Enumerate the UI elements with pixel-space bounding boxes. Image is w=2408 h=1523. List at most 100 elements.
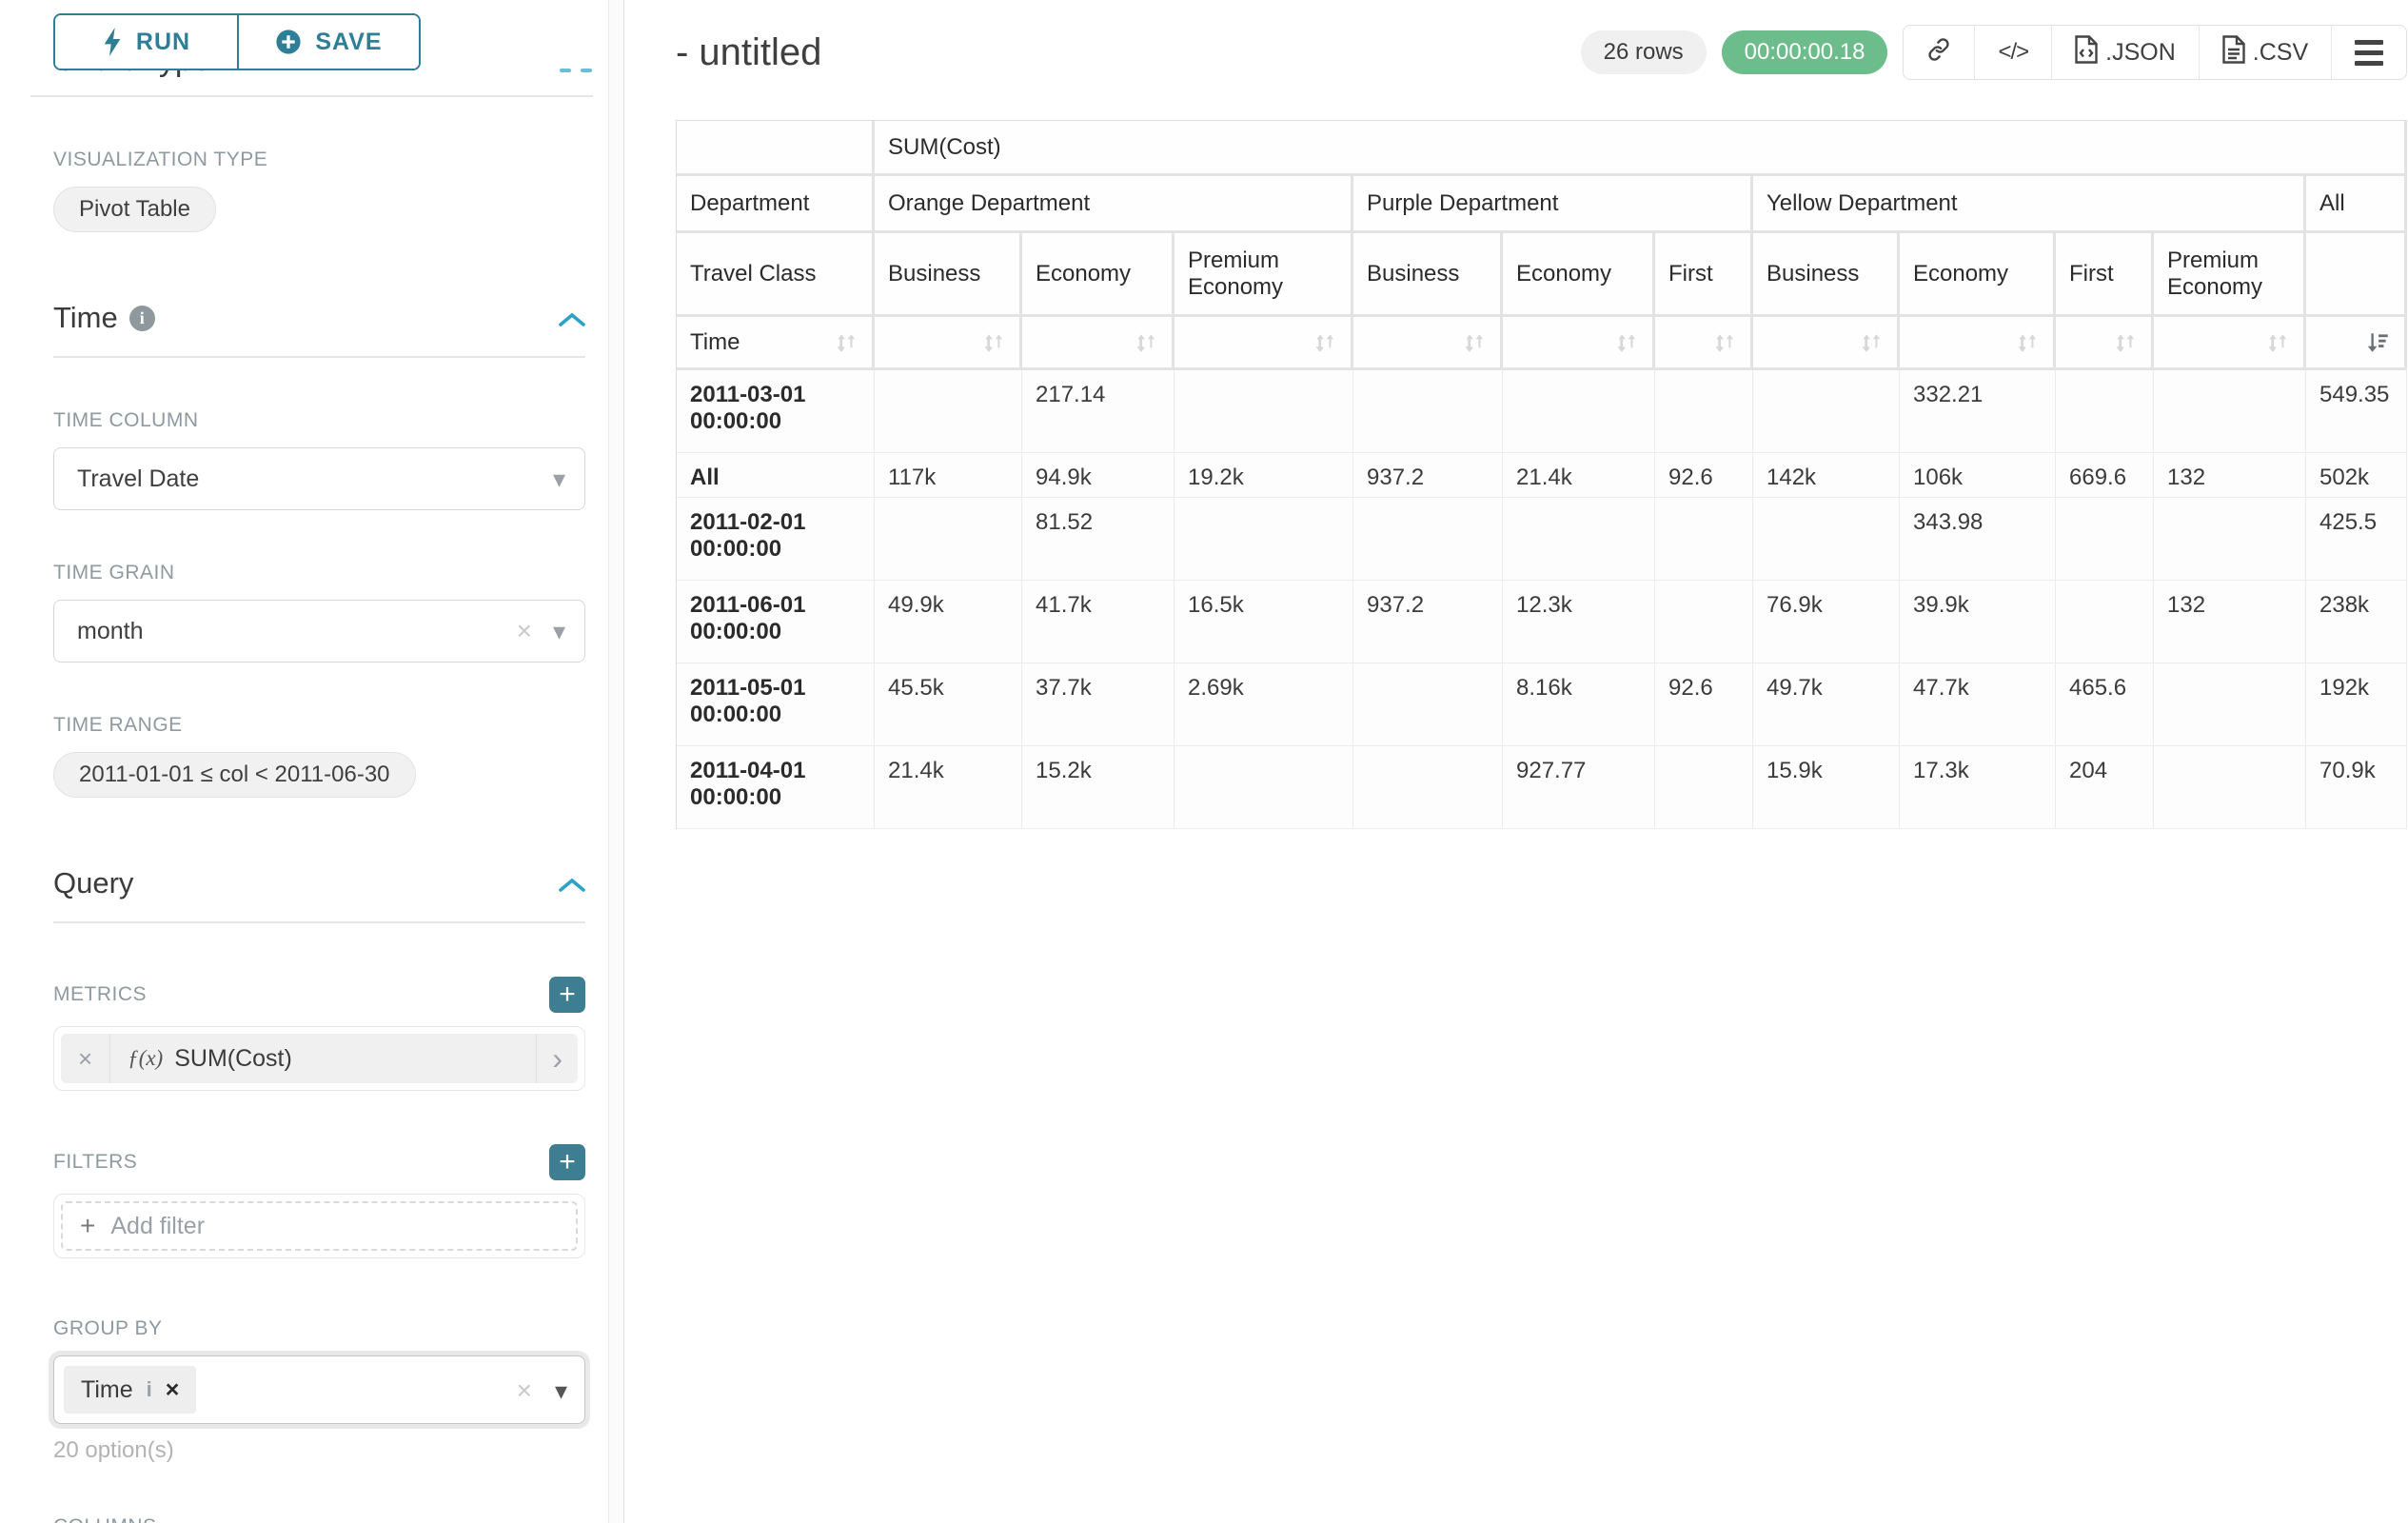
chevron-up-icon[interactable] [559, 301, 585, 335]
pivot-sort-cell [2056, 317, 2154, 370]
time-column-select[interactable]: Travel Date ▾ [53, 447, 585, 510]
control-panel: Chart Type RUN SAVE VISUALIZATION TY [0, 0, 624, 1523]
query-timer-badge: 00:00:00.18 [1721, 30, 1888, 74]
pivot-value-cell: 217.14 [1022, 370, 1174, 453]
remove-metric-icon[interactable]: × [61, 1034, 111, 1083]
pivot-sort-cell [1753, 317, 1900, 370]
pivot-value-cell: 19.2k [1174, 453, 1353, 498]
group-by-tag[interactable]: Time i × [64, 1366, 197, 1414]
metric-name: SUM(Cost) [174, 1044, 292, 1072]
sort-toggle-icon[interactable] [2265, 330, 2290, 355]
time-grain-select[interactable]: month × ▾ [53, 600, 585, 663]
sort-toggle-icon[interactable] [1614, 330, 1639, 355]
pivot-data-row: 2011-06-01 00:00:00 49.9k 41.7k 16.5k 937.2 1… [677, 581, 2408, 663]
hamburger-icon [2355, 39, 2384, 66]
pivot-value-cell: 937.2 [1353, 581, 1503, 663]
add-filter-button[interactable]: + [549, 1144, 585, 1180]
menu-button[interactable] [2331, 26, 2406, 79]
pivot-row-label: 2011-02-01 00:00:00 [677, 498, 875, 581]
pivot-sort-cell [2154, 317, 2306, 370]
share-link-button[interactable] [1904, 26, 1974, 79]
panel-scrollbar[interactable] [608, 0, 623, 1523]
clear-icon[interactable]: × [516, 1375, 532, 1405]
sort-toggle-icon[interactable] [834, 330, 859, 355]
pivot-value-cell: 8.16k [1503, 663, 1655, 746]
sort-toggle-icon[interactable] [1462, 330, 1487, 355]
pivot-sort-cell [1503, 317, 1655, 370]
collapse-chevron-fragment-icon [560, 69, 571, 72]
pivot-value-cell [2154, 370, 2306, 453]
time-range-value: 2011-01-01 ≤ col < 2011-06-30 [79, 762, 390, 787]
lightning-icon [102, 28, 123, 56]
pivot-sort-cell [2306, 317, 2408, 370]
pivot-class-header: Economy [1503, 233, 1655, 317]
group-by-select[interactable]: Time i × × ▾ [53, 1355, 585, 1424]
time-column-value: Travel Date [77, 465, 200, 492]
pivot-value-cell: 16.5k [1174, 581, 1353, 663]
sort-toggle-icon[interactable] [2015, 330, 2040, 355]
columns-label: COLUMNS [53, 1515, 585, 1523]
sort-toggle-icon[interactable] [1712, 330, 1737, 355]
visualization-type-label: VISUALIZATION TYPE [53, 148, 268, 170]
time-range-pill[interactable]: 2011-01-01 ≤ col < 2011-06-30 [53, 752, 416, 798]
pivot-class-header: First [2056, 233, 2154, 317]
export-csv-button[interactable]: .CSV [2198, 26, 2331, 79]
sort-toggle-icon[interactable] [2113, 330, 2138, 355]
pivot-class-header: Premium Economy [1174, 233, 1353, 317]
pivot-row-label: 2011-04-01 00:00:00 [677, 746, 875, 829]
save-button-label: SAVE [315, 28, 383, 55]
group-by-label: GROUP BY [53, 1317, 163, 1339]
query-section-header[interactable]: Query [53, 866, 585, 900]
sort-toggle-icon[interactable] [1859, 330, 1884, 355]
clear-icon[interactable]: × [516, 616, 532, 645]
sort-toggle-icon[interactable] [981, 330, 1006, 355]
pivot-time-sort-cell: Time [677, 317, 875, 370]
caret-down-icon: ▾ [552, 617, 565, 645]
tag-label: Time [81, 1375, 133, 1403]
time-section-header[interactable]: Time i [53, 301, 585, 335]
pivot-row-label: All [677, 453, 875, 498]
run-save-button-group: RUN SAVE [53, 13, 421, 70]
pivot-value-cell: 70.9k [2306, 746, 2408, 829]
chart-title: - untitled [676, 30, 822, 73]
group-by-options-count: 20 option(s) [53, 1437, 174, 1463]
chevron-right-icon[interactable]: › [536, 1034, 578, 1083]
pivot-row-label: 2011-05-01 00:00:00 [677, 663, 875, 746]
caret-down-icon[interactable]: ▾ [554, 1376, 567, 1405]
metrics-control: × ƒ(x) SUM(Cost) › [53, 1026, 585, 1091]
pivot-value-cell [2154, 746, 2306, 829]
pivot-data-row: 2011-04-01 00:00:00 21.4k 15.2k 927.77 15.9k… [677, 746, 2408, 829]
visualization-type-value: Pivot Table [79, 196, 190, 222]
add-filter-dropzone[interactable]: + Add filter [61, 1201, 578, 1251]
pivot-value-cell: 92.6 [1655, 453, 1753, 498]
tag-close-icon[interactable]: × [165, 1375, 180, 1403]
pivot-value-cell [1353, 498, 1503, 581]
pivot-value-cell [1174, 498, 1353, 581]
save-button[interactable]: SAVE [237, 15, 419, 69]
visualization-type-pill[interactable]: Pivot Table [53, 187, 216, 232]
pivot-table: SUM(Cost) Department Orange Department Purp… [676, 120, 2408, 829]
pivot-class-header: Business [1753, 233, 1900, 317]
pivot-value-cell [1503, 370, 1655, 453]
metric-chip[interactable]: × ƒ(x) SUM(Cost) › [61, 1034, 578, 1083]
view-query-button[interactable]: </> [1974, 26, 2051, 79]
chevron-up-icon[interactable] [559, 866, 585, 900]
pivot-sort-cell [1655, 317, 1753, 370]
pivot-value-cell [1655, 498, 1753, 581]
pivot-value-cell: 465.6 [2056, 663, 2154, 746]
metrics-label: METRICS [53, 983, 147, 1005]
collapse-chevron-fragment-icon [581, 69, 592, 72]
sort-toggle-icon[interactable] [1313, 330, 1337, 355]
sort-descending-icon[interactable] [2364, 330, 2391, 355]
plus-icon: + [80, 1211, 96, 1240]
pivot-metric-header: SUM(Cost) [875, 121, 2408, 176]
pivot-value-cell: 132 [2154, 581, 2306, 663]
export-json-button[interactable]: .JSON [2051, 26, 2199, 79]
pivot-value-cell: 49.9k [875, 581, 1022, 663]
sort-toggle-icon[interactable] [1134, 330, 1158, 355]
pivot-value-cell [1353, 370, 1503, 453]
run-button[interactable]: RUN [55, 15, 237, 69]
add-metric-button[interactable]: + [549, 977, 585, 1013]
pivot-value-cell: 41.7k [1022, 581, 1174, 663]
